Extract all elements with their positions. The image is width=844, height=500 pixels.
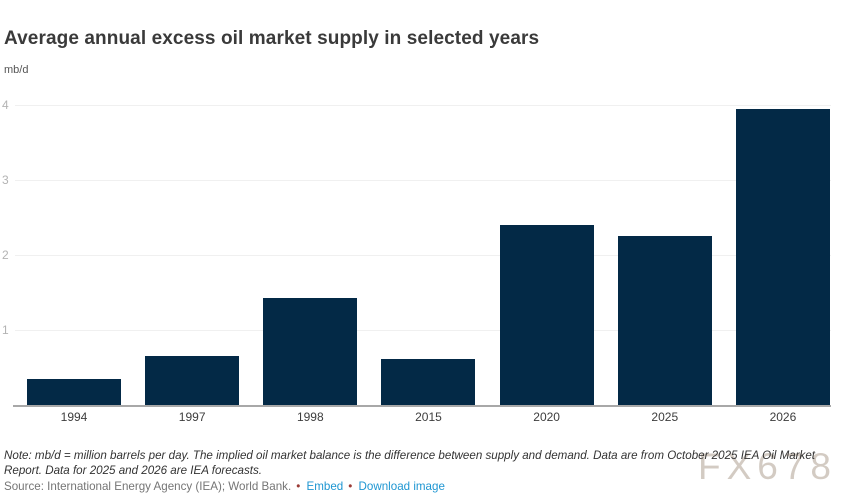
note-text: Note: mb/d = million barrels per day. Th… — [4, 449, 815, 477]
gridline-y1 — [15, 330, 831, 331]
bar-1998 — [263, 297, 358, 405]
bar-2025 — [617, 236, 712, 405]
y-tick-label-1: 1 — [2, 323, 9, 337]
x-tick-label-2026: 2026 — [769, 410, 797, 424]
bars-group — [27, 88, 830, 405]
x-tick-label-2025: 2025 — [651, 410, 679, 424]
bar-1994 — [27, 378, 121, 405]
bar-2020 — [499, 225, 594, 405]
y-tick-label-2: 2 — [2, 248, 9, 262]
x-tick-label-2020: 2020 — [533, 410, 560, 424]
gridline-y3 — [15, 180, 831, 181]
chart-title: Average annual excess oil market supply … — [4, 28, 540, 49]
bar-2015 — [381, 358, 476, 405]
embed-link[interactable]: Embed — [306, 480, 344, 493]
source-text: Source: International Energy Agency (IEA… — [4, 480, 292, 493]
bar-chart-plot-area: 1 2 3 4 — [2, 88, 831, 407]
y-tick-label-3: 3 — [2, 173, 9, 187]
y-tick-label-4: 4 — [2, 98, 9, 112]
source-line: Source: International Energy Agency (IEA… — [4, 480, 445, 493]
gridline-y4 — [15, 105, 831, 106]
x-tick-label-2015: 2015 — [415, 410, 442, 424]
x-tick-label-1998: 1998 — [296, 410, 324, 424]
gridline-y2 — [15, 255, 831, 256]
y-axis-unit-label: mb/d — [4, 64, 29, 76]
x-tick-label-1997: 1997 — [178, 410, 206, 424]
bar-1997 — [145, 356, 240, 405]
x-axis-labels: 1994 1997 1998 2015 2020 2025 2026 — [27, 410, 830, 424]
watermark: FX678 — [697, 446, 837, 487]
bullet-separator: • — [296, 480, 301, 493]
bar-2026 — [735, 108, 830, 405]
download-image-link[interactable]: Download image — [358, 480, 445, 493]
x-tick-label-1994: 1994 — [60, 410, 88, 424]
bullet-separator: • — [348, 480, 353, 493]
